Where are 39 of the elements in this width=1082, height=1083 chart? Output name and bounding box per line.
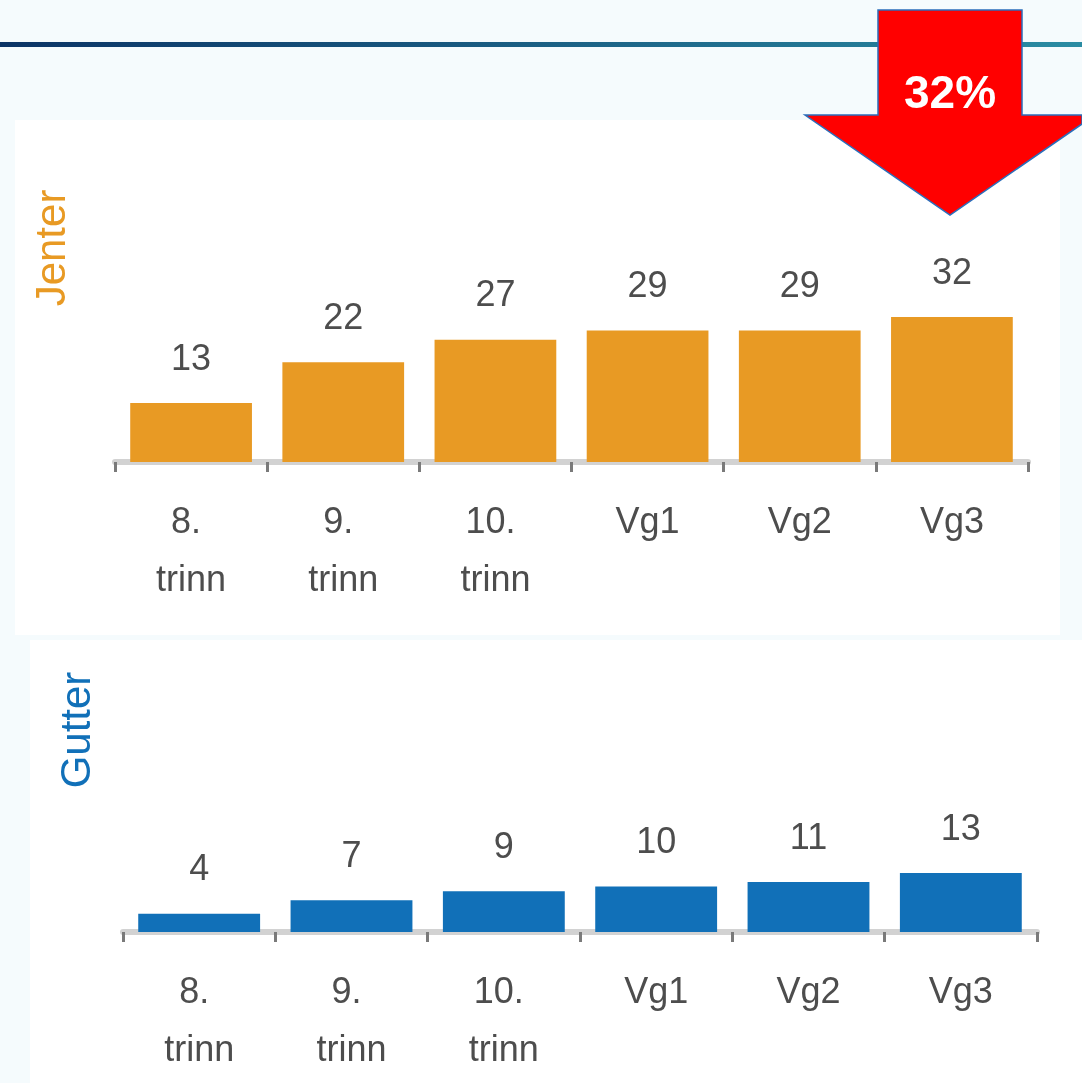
data-label: 4 [189, 847, 210, 889]
x-tick-label: 10. trinn [468, 969, 539, 1069]
x-tick-label: Vg1 [615, 499, 680, 541]
data-label: 7 [341, 833, 362, 875]
bar [738, 330, 861, 462]
y-axis-title: Jenter [26, 189, 74, 307]
data-label: 22 [323, 295, 364, 337]
x-tick-label: Vg3 [928, 969, 993, 1011]
data-label: 10 [636, 820, 677, 862]
data-label: 11 [789, 815, 828, 857]
x-tick-label: 9. trinn [308, 499, 379, 599]
bar [138, 913, 261, 932]
x-tick-label: Vg2 [776, 969, 841, 1011]
data-label: 29 [627, 264, 668, 306]
bar [595, 886, 718, 932]
text: 32% [903, 66, 997, 118]
x-tick-label: Vg2 [767, 499, 832, 541]
bar [442, 891, 565, 932]
bar [586, 330, 709, 462]
x-tick-label: 9. trinn [316, 969, 387, 1069]
data-label: 13 [940, 806, 981, 848]
data-label: 13 [171, 336, 212, 378]
bar [282, 362, 405, 462]
data-label: 9 [493, 824, 514, 866]
bar [891, 317, 1013, 462]
x-tick-label: 10. trinn [460, 499, 531, 599]
x-tick-label: Vg1 [624, 969, 689, 1011]
data-label: 29 [779, 264, 820, 306]
x-tick-label: Vg3 [919, 499, 984, 541]
bar [290, 900, 413, 932]
y-axis-title: Gutter [51, 671, 99, 789]
x-tick-label: 8. trinn [164, 969, 235, 1069]
x-tick-label: 8. trinn [156, 499, 227, 599]
bar [434, 339, 557, 462]
data-label: 27 [475, 273, 516, 315]
data-label: 32 [931, 250, 972, 292]
bar [899, 873, 1022, 932]
bar [747, 882, 870, 932]
bar [130, 403, 252, 462]
